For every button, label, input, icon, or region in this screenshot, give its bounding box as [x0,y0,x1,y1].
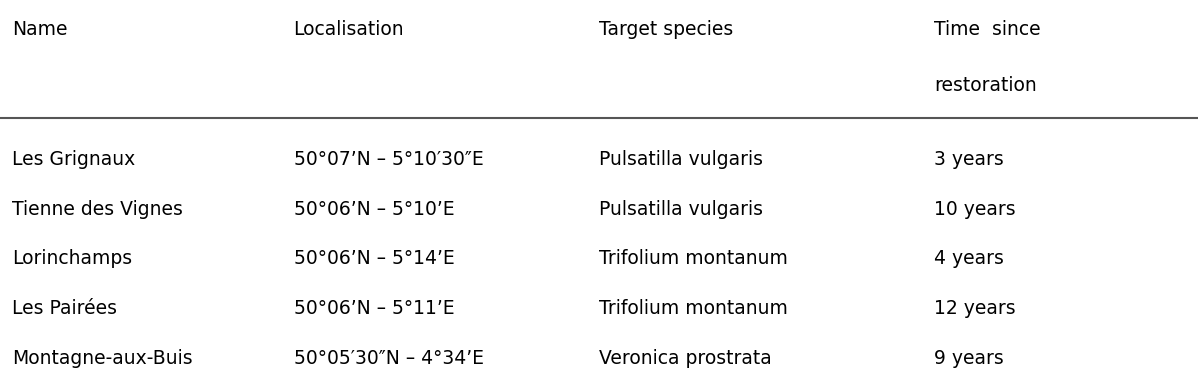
Text: Montagne-aux-Buis: Montagne-aux-Buis [12,349,193,369]
Text: Pulsatilla vulgaris: Pulsatilla vulgaris [599,199,763,219]
Text: 12 years: 12 years [934,299,1016,319]
Text: 50°06’N – 5°11’E: 50°06’N – 5°11’E [294,299,454,319]
Text: Les Grignaux: Les Grignaux [12,149,135,169]
Text: 3 years: 3 years [934,149,1004,169]
Text: Name: Name [12,20,67,39]
Text: 50°05′30″N – 4°34’E: 50°05′30″N – 4°34’E [294,349,484,369]
Text: Veronica prostrata: Veronica prostrata [599,349,772,369]
Text: Target species: Target species [599,20,733,39]
Text: restoration: restoration [934,75,1037,95]
Text: 50°06’N – 5°10’E: 50°06’N – 5°10’E [294,199,454,219]
Text: 50°06’N – 5°14’E: 50°06’N – 5°14’E [294,249,454,269]
Text: 10 years: 10 years [934,199,1016,219]
Text: Localisation: Localisation [294,20,404,39]
Text: Les Pairées: Les Pairées [12,299,117,319]
Text: Trifolium montanum: Trifolium montanum [599,249,788,269]
Text: Lorinchamps: Lorinchamps [12,249,132,269]
Text: 50°07’N – 5°10′30″E: 50°07’N – 5°10′30″E [294,149,483,169]
Text: Pulsatilla vulgaris: Pulsatilla vulgaris [599,149,763,169]
Text: Tienne des Vignes: Tienne des Vignes [12,199,183,219]
Text: Trifolium montanum: Trifolium montanum [599,299,788,319]
Text: 9 years: 9 years [934,349,1004,369]
Text: Time  since: Time since [934,20,1041,39]
Text: 4 years: 4 years [934,249,1004,269]
